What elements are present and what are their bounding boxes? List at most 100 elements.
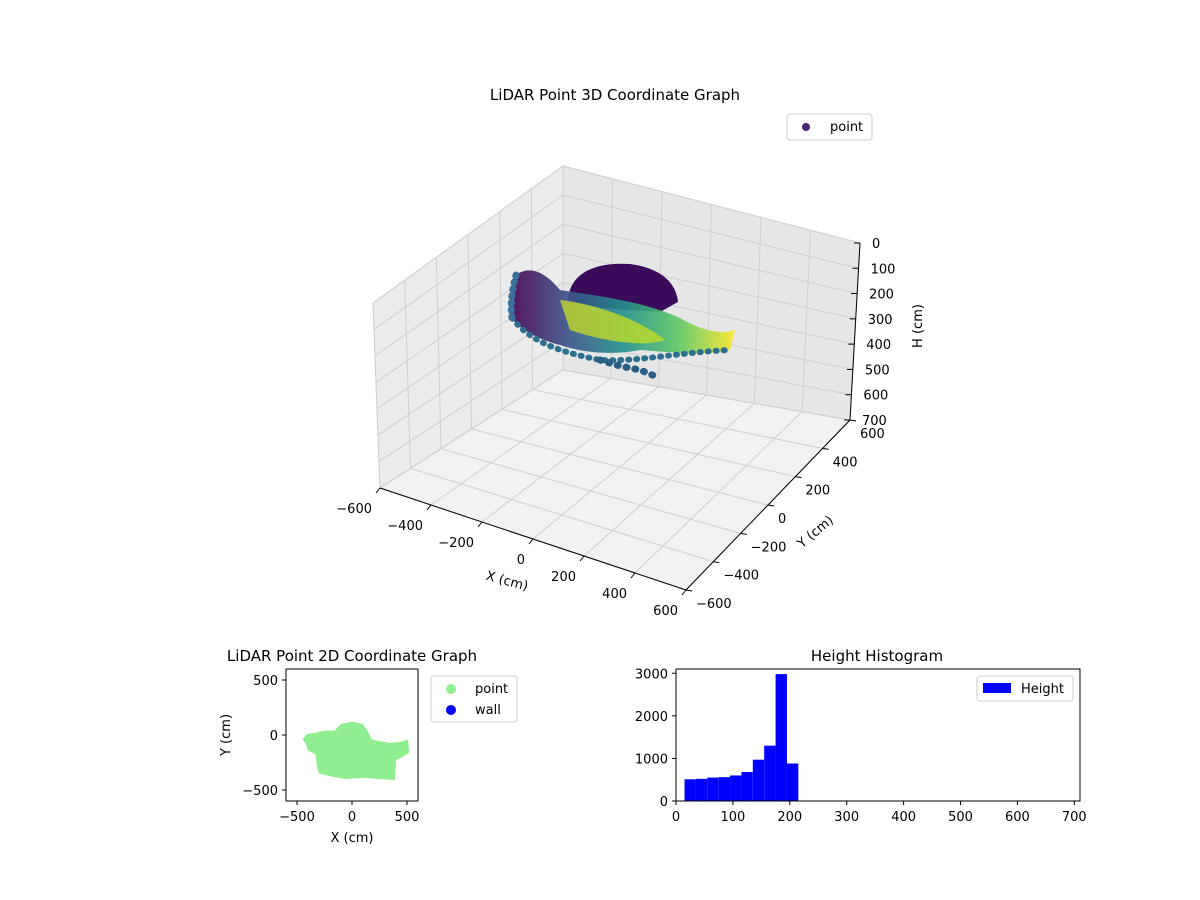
grid-line xyxy=(801,230,811,412)
grid-line xyxy=(532,389,823,449)
histogram-bar xyxy=(752,759,765,801)
x-tick-mark xyxy=(477,521,483,528)
grid-line xyxy=(373,194,564,330)
axes-histogram: 0 100 200 300 400 500 600 700 0 1000 2000 3000 xyxy=(635,667,1087,825)
x-tick-label: 500 xyxy=(395,810,420,825)
histogram-bar xyxy=(707,777,719,801)
x-tick-label: −600 xyxy=(336,502,372,517)
cloud-edge-left xyxy=(507,271,520,322)
y-tick-label: −400 xyxy=(723,569,759,584)
legend-2d-marker-wall xyxy=(446,705,456,715)
z-tick-label: 200 xyxy=(869,288,894,303)
chart-2d-title: LiDAR Point 2D Coordinate Graph xyxy=(227,647,477,665)
z-tick-label: 300 xyxy=(868,313,893,328)
z-axis-line xyxy=(849,242,861,421)
y-tick-mark xyxy=(849,419,857,422)
legend-3d-box xyxy=(786,113,873,141)
histogram-bar xyxy=(786,763,799,801)
x-tick-mark xyxy=(426,504,432,511)
x-tick-label: 600 xyxy=(653,604,678,619)
z-tick-label: 600 xyxy=(863,389,888,404)
y-tick-mark xyxy=(795,476,802,479)
x-tick-label: 0 xyxy=(517,553,525,568)
legend-2d: point wall xyxy=(430,675,518,723)
histogram-bar xyxy=(764,745,776,801)
grid-line xyxy=(435,257,442,449)
x-axis-2d-label: X (cm) xyxy=(331,831,374,846)
histogram-bar xyxy=(695,778,708,801)
x-axis-line xyxy=(379,487,687,591)
legend-hist-swatch xyxy=(983,683,1011,693)
y-tick-label: 3000 xyxy=(635,667,668,682)
x-tick-label: 700 xyxy=(1062,810,1087,825)
chart-histogram: Height Histogram 0 100 200 300 400 500 600 7000… xyxy=(635,647,1087,825)
histogram-bar xyxy=(730,775,742,801)
grid-line xyxy=(467,234,472,430)
histogram-bar xyxy=(741,772,753,801)
x-tick-label: 300 xyxy=(834,810,859,825)
cloud-surface xyxy=(512,270,735,354)
legend-3d-label-point: point xyxy=(830,120,863,135)
histogram-bar xyxy=(775,674,787,801)
cloud-tail xyxy=(596,356,659,380)
grid-line xyxy=(706,204,712,396)
grid-line xyxy=(374,223,564,357)
histogram-title: Height Histogram xyxy=(811,647,943,665)
legend-2d-marker-point xyxy=(446,684,456,694)
x-tick-label: 500 xyxy=(948,810,973,825)
x-tick-label: 600 xyxy=(1005,810,1030,825)
y-tick-label: 400 xyxy=(833,455,858,470)
grid-line xyxy=(499,211,503,410)
histogram-plot-area xyxy=(675,668,1081,802)
histogram-bar xyxy=(718,777,731,801)
legend-hist-label: Height xyxy=(1021,682,1064,697)
legend-histogram: Height xyxy=(976,675,1074,702)
y-tick-label: −500 xyxy=(242,784,278,799)
y-tick-label: 2000 xyxy=(635,710,668,725)
y-tick-mark xyxy=(685,589,693,592)
histogram-bars xyxy=(684,674,799,801)
legend-3d-marker-point xyxy=(802,123,810,131)
z-tick-label: 700 xyxy=(862,414,887,429)
x-tick-label: −500 xyxy=(279,810,315,825)
z-tick-label: 100 xyxy=(871,262,896,277)
point-region xyxy=(302,721,410,781)
x-tick-mark xyxy=(375,487,381,494)
y-tick-label: 200 xyxy=(805,484,830,499)
legend-hist-box xyxy=(976,675,1074,702)
z-tick-label: 500 xyxy=(865,363,890,378)
point-cloud xyxy=(507,263,735,380)
legend-2d-label-point: point xyxy=(475,682,508,697)
x-tick-label: 200 xyxy=(551,570,576,585)
histogram-bar xyxy=(684,779,696,801)
grid-line xyxy=(562,194,859,269)
x-tick-mark xyxy=(579,555,585,562)
x-tick-mark xyxy=(630,572,636,579)
x-tick-label: 0 xyxy=(348,810,356,825)
x-tick-label: −400 xyxy=(387,519,423,534)
x-tick-label: 0 xyxy=(672,810,680,825)
x-tick-mark xyxy=(528,538,534,545)
y-tick-label: 1000 xyxy=(635,752,668,767)
x-tick-label: 200 xyxy=(777,810,802,825)
legend-2d-label-wall: wall xyxy=(475,703,501,718)
z-axis-3d-label: H (cm) xyxy=(911,304,926,348)
y-tick-mark xyxy=(767,504,775,507)
grid-line xyxy=(404,280,411,469)
grid-line xyxy=(562,165,861,244)
y-tick-label: 500 xyxy=(253,674,278,689)
y-tick-mark xyxy=(713,561,720,564)
grid-line xyxy=(562,369,851,421)
x-axis-3d: −600 −400 −200 0 200 400 600 xyxy=(336,487,687,619)
y-tick-label: −200 xyxy=(751,540,787,555)
y-tick-mark xyxy=(740,532,747,535)
cloud-highlight xyxy=(560,300,665,344)
axes-2d: −500 0 500 500 0 −500 xyxy=(242,674,419,825)
grid-line xyxy=(753,217,762,404)
y-tick-label: 0 xyxy=(270,729,278,744)
z-tick-label: 0 xyxy=(872,237,880,252)
y-tick-label: 600 xyxy=(860,427,885,442)
y-tick-label: −600 xyxy=(696,597,732,612)
